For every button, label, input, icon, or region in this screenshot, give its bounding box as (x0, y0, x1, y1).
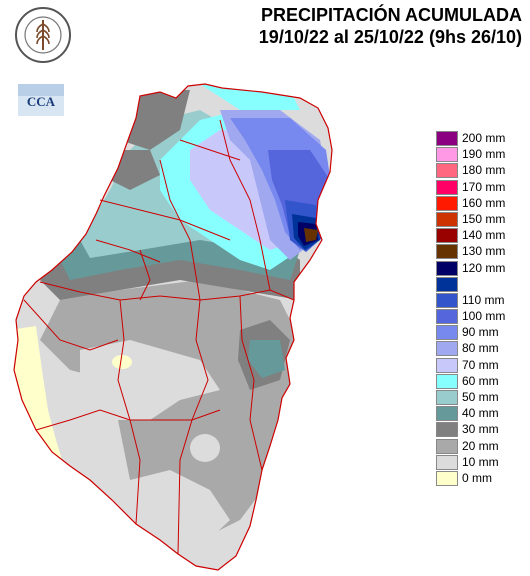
legend-swatch (436, 325, 458, 341)
legend-swatch (436, 309, 458, 325)
legend-item: 190 mm (436, 146, 530, 163)
legend-item: 70 mm (436, 357, 530, 373)
legend-label: 190 mm (462, 147, 506, 162)
map-title: PRECIPITACIÓN ACUMULADA 19/10/22 al 25/1… (259, 4, 522, 48)
legend-item: 30 mm (436, 421, 530, 438)
legend-swatch (436, 195, 458, 211)
legend-item: 90 mm (436, 324, 530, 341)
legend-item: 20 mm (436, 438, 530, 454)
legend-item: 40 mm (436, 405, 530, 422)
legend-label: 170 mm (462, 179, 506, 194)
legend-swatch (436, 406, 458, 422)
legend-item: 140 mm (436, 227, 530, 244)
legend-label: 40 mm (462, 406, 499, 421)
legend-label: 100 mm (462, 309, 506, 324)
legend-swatch (436, 179, 458, 195)
legend-label: 0 mm (462, 470, 492, 485)
legend-label: 80 mm (462, 341, 499, 356)
legend-item: 110 mm (436, 292, 530, 308)
legend-swatch (436, 470, 458, 486)
legend-item: 10 mm (436, 454, 530, 470)
legend-label: 160 mm (462, 195, 506, 210)
legend-label: 120 mm (462, 260, 506, 275)
legend-item: 120 mm (436, 260, 530, 276)
legend-swatch (436, 163, 458, 179)
legend-swatch (436, 292, 458, 308)
legend-item: 180 mm (436, 162, 530, 179)
department-boundaries (23, 119, 295, 555)
legend-swatch (436, 390, 458, 405)
title-line-2: 19/10/22 al 25/10/22 (9hs 26/10) (258, 27, 522, 47)
cca-logo-text: CCA (27, 94, 56, 109)
legend-item: 50 mm (436, 389, 530, 405)
legend-item: 60 mm (436, 373, 530, 389)
legend-swatch (436, 422, 458, 438)
legend-swatch (436, 147, 458, 163)
bolsa-cereales-seal-logo (15, 7, 71, 63)
legend-item: 80 mm (436, 340, 530, 357)
legend-swatch (436, 454, 458, 470)
legend-label: 30 mm (462, 422, 499, 437)
legend-label: 110 mm (462, 292, 505, 307)
legend-label: 200 mm (462, 131, 506, 145)
legend-swatch (436, 373, 458, 389)
legend-swatch (436, 438, 458, 454)
legend-swatch (436, 131, 458, 146)
legend-item: 200 mm (436, 130, 530, 146)
legend-item: 130 mm (436, 243, 530, 260)
legend-label: 10 mm (462, 454, 499, 469)
legend-label: 90 mm (462, 325, 499, 340)
legend-swatch (436, 357, 458, 373)
legend-label: 140 mm (462, 228, 506, 243)
legend-swatch (436, 341, 458, 357)
legend-item: 100 mm (436, 308, 530, 325)
legend-swatch (436, 244, 458, 260)
legend-item: 160 mm (436, 195, 530, 211)
legend-item (436, 276, 530, 292)
legend-label: 150 mm (462, 211, 506, 226)
legend-swatch (436, 260, 458, 276)
legend-swatch (436, 228, 458, 244)
cca-logo: CCA (18, 84, 64, 116)
precip-contours (14, 84, 332, 548)
legend-label: 50 mm (462, 390, 499, 404)
legend-label: 20 mm (462, 438, 499, 453)
legend-label: 60 mm (462, 373, 499, 388)
legend-label: 70 mm (462, 357, 499, 372)
legend-swatch (436, 211, 458, 227)
legend-item: 150 mm (436, 211, 530, 227)
legend-item: 170 mm (436, 179, 530, 195)
legend-item: 0 mm (436, 470, 530, 486)
legend-label: 180 mm (462, 163, 506, 178)
legend-swatch (436, 276, 458, 292)
legend-label: 130 mm (462, 244, 506, 259)
precipitation-legend: 200 mm 190 mm 180 mm 170 mm 160 mm 150 mm 140 … (436, 130, 530, 486)
title-line-1: PRECIPITACIÓN ACUMULADA (261, 5, 522, 25)
